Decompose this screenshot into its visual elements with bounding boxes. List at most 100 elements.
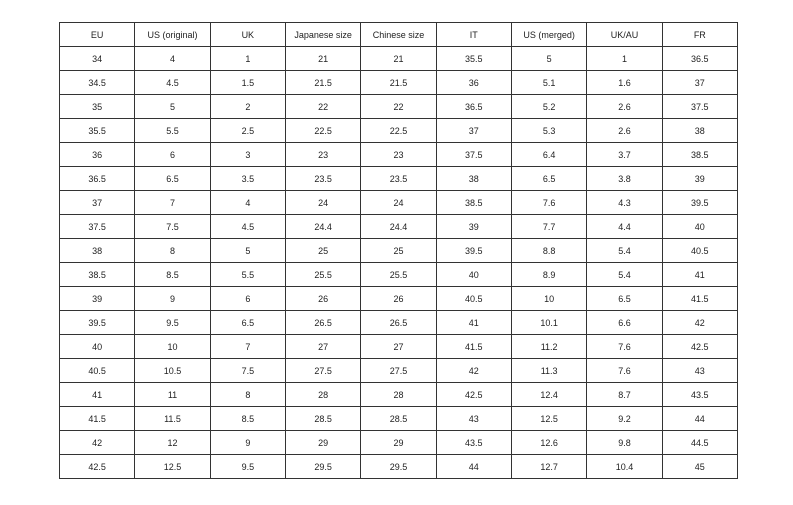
- table-row: 38.5 8.5 5.5 25.5 25.5 40 8.9 5.4 41: [58, 262, 739, 287]
- table-cell: 9.2: [586, 406, 663, 431]
- table-cell: 44: [435, 454, 512, 479]
- table-cell: 44.5: [661, 430, 739, 455]
- table-cell: 4: [134, 46, 211, 71]
- table-cell: 4.5: [134, 70, 211, 95]
- table-cell: 4.3: [586, 190, 663, 215]
- table-row: 42.5 12.5 9.5 29.5 29.5 44 12.7 10.4 45: [58, 454, 739, 479]
- column-header: US (merged): [510, 22, 588, 47]
- size-conversion-table: EU US (original) UK Japanese size Chinese si…: [58, 22, 739, 479]
- table-cell: 5.4: [586, 238, 663, 263]
- table-cell: 26.5: [360, 310, 437, 335]
- table-cell: 10.1: [510, 310, 588, 335]
- table-cell: 39: [661, 166, 739, 191]
- table-cell: 7.6: [586, 358, 663, 383]
- table-cell: 43.5: [435, 430, 512, 455]
- table-cell: 44: [661, 406, 739, 431]
- column-header: FR: [661, 22, 739, 47]
- table-cell: 2.6: [586, 94, 663, 119]
- table-cell: 6: [209, 286, 286, 311]
- table-row: 40 10 7 27 27 41.5 11.2 7.6 42.5: [58, 334, 739, 359]
- table-cell: 39.5: [661, 190, 739, 215]
- table-cell: 8.5: [134, 262, 211, 287]
- table-cell: 28: [284, 382, 362, 407]
- table-row: 40.5 10.5 7.5 27.5 27.5 42 11.3 7.6 43: [58, 358, 739, 383]
- table-cell: 42: [58, 430, 136, 455]
- table-cell: 24: [284, 190, 362, 215]
- table-cell: 28: [360, 382, 437, 407]
- table-cell: 9: [209, 430, 286, 455]
- table-cell: 23: [284, 142, 362, 167]
- table-cell: 9.8: [586, 430, 663, 455]
- table-cell: 22.5: [284, 118, 362, 143]
- table-cell: 3.7: [586, 142, 663, 167]
- table-cell: 22.5: [360, 118, 437, 143]
- table-cell: 21.5: [284, 70, 362, 95]
- table-cell: 5.3: [510, 118, 588, 143]
- table-cell: 36: [435, 70, 512, 95]
- table-cell: 22: [360, 94, 437, 119]
- table-cell: 2.5: [209, 118, 286, 143]
- table-cell: 36.5: [58, 166, 136, 191]
- table-cell: 7.6: [586, 334, 663, 359]
- table-cell: 12.5: [134, 454, 211, 479]
- table-cell: 11.3: [510, 358, 588, 383]
- table-cell: 43: [661, 358, 739, 383]
- table-cell: 41: [58, 382, 136, 407]
- table-cell: 42: [661, 310, 739, 335]
- header-row: EU US (original) UK Japanese size Chinese si…: [58, 22, 739, 47]
- table-cell: 5.5: [209, 262, 286, 287]
- table-cell: 28.5: [284, 406, 362, 431]
- table-cell: 5: [209, 238, 286, 263]
- table-cell: 40.5: [661, 238, 739, 263]
- table-cell: 7: [209, 334, 286, 359]
- table-cell: 5.4: [586, 262, 663, 287]
- table-cell: 35.5: [58, 118, 136, 143]
- table-cell: 35: [58, 94, 136, 119]
- column-header: UK: [209, 22, 286, 47]
- table-row: 39 9 6 26 26 40.5 10 6.5 41.5: [58, 286, 739, 311]
- table-cell: 25.5: [360, 262, 437, 287]
- table-row: 36 6 3 23 23 37.5 6.4 3.7 38.5: [58, 142, 739, 167]
- table-cell: 23.5: [360, 166, 437, 191]
- table-cell: 25.5: [284, 262, 362, 287]
- table-cell: 21.5: [360, 70, 437, 95]
- table-cell: 37: [661, 70, 739, 95]
- table-cell: 7.7: [510, 214, 588, 239]
- table-cell: 40: [435, 262, 512, 287]
- table-cell: 22: [284, 94, 362, 119]
- table-cell: 26.5: [284, 310, 362, 335]
- table-cell: 39: [58, 286, 136, 311]
- table-cell: 5: [134, 94, 211, 119]
- table-cell: 36.5: [435, 94, 512, 119]
- table-cell: 24.4: [360, 214, 437, 239]
- table-cell: 37.5: [661, 94, 739, 119]
- table-cell: 40: [58, 334, 136, 359]
- table-cell: 6.5: [586, 286, 663, 311]
- table-cell: 11.5: [134, 406, 211, 431]
- table-cell: 4: [209, 190, 286, 215]
- table-cell: 42.5: [661, 334, 739, 359]
- table-cell: 26: [284, 286, 362, 311]
- table-cell: 38.5: [661, 142, 739, 167]
- table-cell: 41.5: [661, 286, 739, 311]
- table-cell: 3: [209, 142, 286, 167]
- table-cell: 45: [661, 454, 739, 479]
- table-row: 38 8 5 25 25 39.5 8.8 5.4 40.5: [58, 238, 739, 263]
- table-cell: 1.5: [209, 70, 286, 95]
- table-cell: 7.6: [510, 190, 588, 215]
- table-cell: 37.5: [58, 214, 136, 239]
- table-cell: 40: [661, 214, 739, 239]
- table-cell: 5.5: [134, 118, 211, 143]
- table-cell: 40.5: [58, 358, 136, 383]
- table-cell: 6.5: [134, 166, 211, 191]
- column-header: Japanese size: [284, 22, 362, 47]
- table-cell: 21: [284, 46, 362, 71]
- table-row: 35 5 2 22 22 36.5 5.2 2.6 37.5: [58, 94, 739, 119]
- table-row: 41.5 11.5 8.5 28.5 28.5 43 12.5 9.2 44: [58, 406, 739, 431]
- table-cell: 29.5: [360, 454, 437, 479]
- table-cell: 40.5: [435, 286, 512, 311]
- table-cell: 41: [435, 310, 512, 335]
- table-cell: 43.5: [661, 382, 739, 407]
- table-cell: 27.5: [284, 358, 362, 383]
- table-cell: 6.5: [209, 310, 286, 335]
